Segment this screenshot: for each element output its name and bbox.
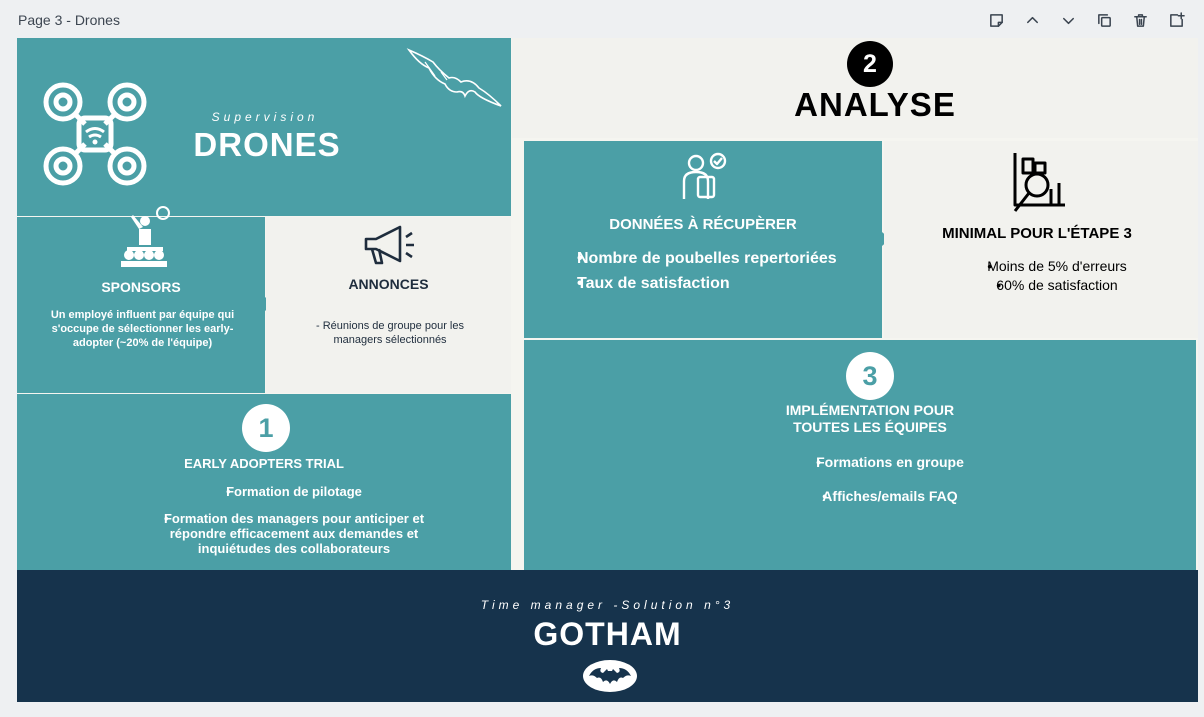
data-collector-icon: [682, 152, 727, 199]
donnees-title: DONNÉES À RÉCUPÈRER: [609, 216, 797, 233]
step2-number: 2: [847, 41, 893, 87]
drones-title: DRONES: [193, 126, 341, 163]
list-item: 60% de satisfaction: [922, 277, 1172, 293]
footer-subtitle: Time manager -Solution n°3: [480, 598, 735, 612]
list-item: Moins de 5% d'erreurs: [922, 258, 1172, 274]
step3-list: Formations en groupe Affiches/emails FAQ: [760, 454, 1000, 504]
step1-number: 1: [242, 404, 290, 452]
minimal-title: MINIMAL POUR L'ÉTAPE 3: [942, 225, 1132, 242]
drone-icon: [43, 82, 147, 186]
footer-title: GOTHAM: [533, 616, 682, 652]
page-label: Page 3 - Drones: [18, 12, 120, 28]
analyse-header-block: 2 ANALYSE: [512, 38, 1198, 138]
page-toolbar: [978, 9, 1194, 31]
bat-icon: [406, 48, 502, 107]
sponsors-text: Un employé influent par équipe qui s'occ…: [50, 309, 235, 349]
minimal-block: MINIMAL POUR L'ÉTAPE 3 Moins de 5% d'err…: [884, 141, 1198, 338]
list-item: Formation de pilotage: [117, 484, 447, 499]
list-item: Nombre de poubelles repertoriées: [560, 250, 860, 267]
add-page-icon[interactable]: [1158, 9, 1194, 31]
analyse-title: ANALYSE: [794, 86, 956, 123]
copy-icon[interactable]: [1086, 9, 1122, 31]
batman-logo-icon: [583, 660, 637, 692]
sponsor-crowd-icon: [121, 206, 170, 267]
trash-icon[interactable]: [1122, 9, 1158, 31]
sponsors-title: SPONSORS: [101, 279, 181, 295]
step3-title: IMPLÉMENTATION POUR TOUTES LES ÉQUIPES: [524, 402, 1198, 436]
sponsors-block: SPONSORS Un employé influent par équipe …: [17, 206, 265, 393]
step3-number: 3: [846, 352, 894, 400]
supervision-label: Supervision: [211, 110, 319, 124]
page-topbar: Page 3 - Drones: [0, 0, 1204, 38]
megaphone-icon: [364, 225, 414, 265]
design-canvas[interactable]: Supervision DRONES SPONSORS Un employé i…: [17, 38, 1198, 702]
step1-block: 1 EARLY ADOPTERS TRIAL Formation de pilo…: [17, 394, 511, 570]
donnees-block: DONNÉES À RÉCUPÈRER Nombre de poubelles …: [524, 141, 882, 338]
list-item: Affiches/emails FAQ: [760, 488, 1000, 504]
chevron-up-icon[interactable]: [1014, 9, 1050, 31]
step1-title: EARLY ADOPTERS TRIAL: [184, 456, 344, 471]
drones-header-block: Supervision DRONES: [17, 38, 511, 216]
list-item: Formation des managers pour anticiper et…: [117, 511, 447, 556]
list-item: Formations en groupe: [760, 454, 1000, 470]
step1-list: Formation de pilotage Formation des mana…: [117, 484, 447, 556]
annonces-text: - Réunions de groupe pour les managers s…: [316, 320, 464, 346]
annonces-title: ANNONCES: [348, 276, 429, 292]
chevron-down-icon[interactable]: [1050, 9, 1086, 31]
step3-title-line1: IMPLÉMENTATION POUR: [785, 402, 955, 418]
annonces-block: ANNONCES - Réunions de groupe pour les m…: [266, 217, 511, 393]
gotham-footer: Time manager -Solution n°3 GOTHAM: [17, 570, 1198, 702]
step3-block: 3 IMPLÉMENTATION POUR TOUTES LES ÉQUIPES…: [524, 340, 1196, 570]
magnifier-chart-icon: [1013, 153, 1065, 212]
donnees-list: Nombre de poubelles repertoriées Taux de…: [560, 250, 860, 292]
list-item: Taux de satisfaction: [560, 275, 860, 292]
minimal-list: Moins de 5% d'erreurs 60% de satisfactio…: [922, 258, 1172, 293]
note-icon[interactable]: [978, 9, 1014, 31]
step3-title-line2: TOUTES LES ÉQUIPES: [793, 419, 947, 435]
